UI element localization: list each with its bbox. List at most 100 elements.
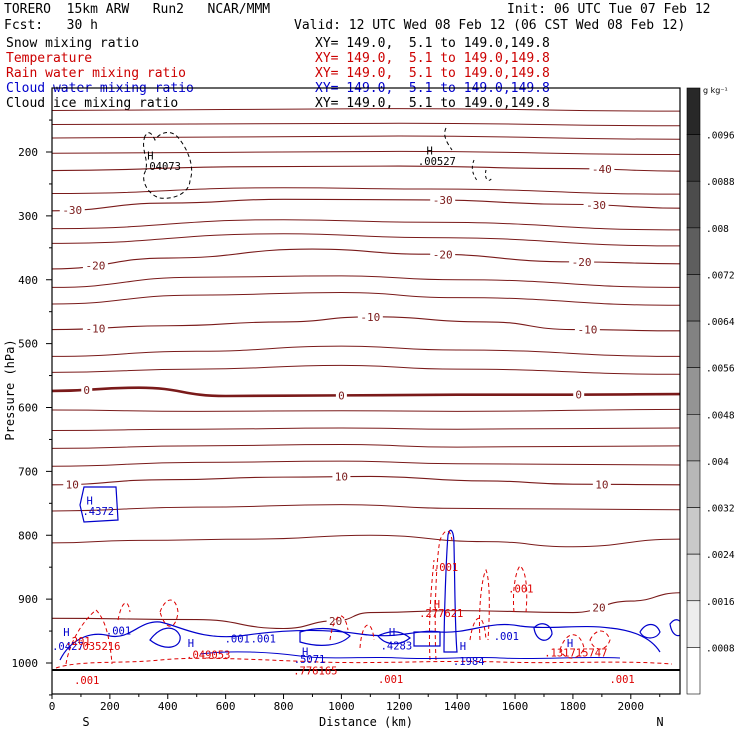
y-tick-label: 900: [18, 593, 38, 606]
ice-contour: [444, 127, 453, 151]
cloud-water-contour: [443, 529, 458, 653]
temperature-label: 10: [595, 478, 608, 491]
temperature-label: 0: [338, 389, 345, 402]
temperature-line: [52, 135, 680, 140]
contour-annotation: .1984: [453, 656, 485, 668]
rain-contour: [55, 657, 673, 669]
field-name-rain: Rain water mixing ratio: [6, 66, 187, 81]
y-tick-label: 200: [18, 146, 38, 159]
temperature-line: [52, 364, 680, 375]
temperature-label: -20: [572, 256, 592, 269]
forecast-hour: Fcst: 30 h: [4, 18, 98, 33]
colorbar-swatch: [686, 320, 701, 368]
contour-annotation: .035216: [76, 641, 120, 653]
colorbar-swatch: [686, 414, 701, 462]
rain-contour: [428, 530, 453, 661]
temperature-label: -40: [592, 163, 612, 176]
temperature-label-bg: [583, 198, 609, 211]
contour-annotation: H: [460, 641, 466, 653]
valid-time: Valid: 12 UTC Wed 08 Feb 12 (06 CST Wed …: [294, 18, 686, 33]
temperature-label-bg: [573, 388, 585, 401]
temperature-contour: [52, 198, 680, 212]
colorbar-swatch: [686, 367, 701, 415]
contour-annotation: .001: [74, 675, 99, 687]
temperature-line: [52, 460, 680, 467]
x-tick-label: 1400: [444, 700, 471, 713]
contour-annotation: H: [389, 627, 395, 639]
temperature-label-bg: [589, 601, 608, 614]
colorbar-label: .0016: [706, 597, 735, 608]
y-tick-label: 400: [18, 274, 38, 287]
contour-annotation: .5071: [294, 654, 326, 666]
annotations: H.04073H.00527H.4372H.277621.001.001H.04…: [52, 146, 635, 688]
contour-annotation: .001: [106, 625, 131, 637]
contour-annotation: .001: [494, 631, 519, 643]
x-axis-label: Distance (km): [319, 715, 413, 729]
colorbar-swatch: [686, 507, 701, 555]
temperature-label-bg: [59, 204, 85, 217]
x-tick-label: 0: [49, 700, 56, 713]
contour-annotation: H: [86, 496, 92, 508]
temperature-label-bg: [574, 323, 600, 336]
colorbar-label: .0024: [706, 550, 735, 561]
plot-frame: [51, 87, 681, 695]
contour-annotation: .001: [378, 674, 403, 686]
x-tick-label: 1600: [502, 700, 529, 713]
colorbar-label: .004: [706, 457, 729, 468]
x-tick-label: 200: [100, 700, 120, 713]
ice-contour: [143, 132, 193, 199]
temperature-label-bg: [82, 322, 108, 335]
colorbar-label: .008: [706, 224, 729, 235]
field-name-temperature: Temperature: [6, 51, 93, 66]
contour-annotation: H: [567, 638, 573, 650]
cloud-water-contour: [149, 619, 680, 648]
x-tick-label: 600: [216, 700, 236, 713]
field-xy-temperature: XY= 149.0, 5.1 to 149.0,149.8: [315, 51, 550, 66]
y-tick-label: 500: [18, 338, 38, 351]
colorbar-label: .0048: [706, 410, 735, 421]
temperature-contour: [52, 386, 680, 398]
temperature-label: -20: [85, 259, 105, 272]
temperature-line: [52, 408, 680, 412]
y-tick-label: 800: [18, 529, 38, 542]
temperature-label-bg: [335, 389, 347, 402]
temperature-label: 10: [66, 478, 79, 491]
temperature-label-bg: [430, 194, 456, 207]
temperature-label-bg: [82, 259, 108, 272]
field-xy-snow: XY= 149.0, 5.1 to 149.0,149.8: [315, 36, 550, 51]
y-tick-label: 1000: [12, 657, 39, 670]
contour-annotation: H: [434, 599, 440, 611]
colorbar-swatch: [686, 647, 701, 695]
temperature-label: -30: [62, 204, 82, 217]
temperature-line: [52, 427, 680, 431]
cloud-water-contour: [199, 651, 621, 660]
colorbar-swatch: [686, 460, 701, 508]
hydrometeor-contours: [52, 127, 680, 671]
temperature-label: -10: [360, 311, 380, 324]
temperature-label-bg: [592, 478, 611, 491]
y-tick-label: 300: [18, 210, 38, 223]
field-name-cloud-ice: Cloud ice mixing ratio: [6, 96, 179, 111]
temperature-label: 0: [83, 384, 90, 397]
contour-annotation: .4372: [82, 506, 114, 518]
contour-annotation: .131715747: [544, 648, 607, 660]
temperature-line: [52, 345, 680, 357]
field-name-snow: Snow mixing ratio: [6, 36, 140, 51]
colorbar-unit: g kg⁻¹: [703, 86, 728, 95]
y-axis-label: Pressure (hPa): [3, 339, 17, 440]
contour-annotation: .776165: [293, 665, 337, 677]
temperature-label: -30: [586, 199, 606, 212]
contour-annotation: H: [302, 646, 308, 658]
temperature-label: 0: [575, 389, 582, 402]
temperature-line: [52, 534, 680, 548]
colorbar-swatch: [686, 553, 701, 602]
temperature-label-bg: [357, 310, 383, 323]
temperature-line: [52, 233, 680, 247]
contour-annotation: .04073: [143, 161, 181, 173]
temperature-label: 10: [335, 471, 348, 484]
temperature-label: 20: [592, 602, 605, 615]
contour-annotation: .001: [251, 634, 276, 646]
temperature-contour: [52, 475, 680, 486]
cloud-water-contour: [59, 621, 661, 661]
rain-contour: [65, 599, 611, 665]
